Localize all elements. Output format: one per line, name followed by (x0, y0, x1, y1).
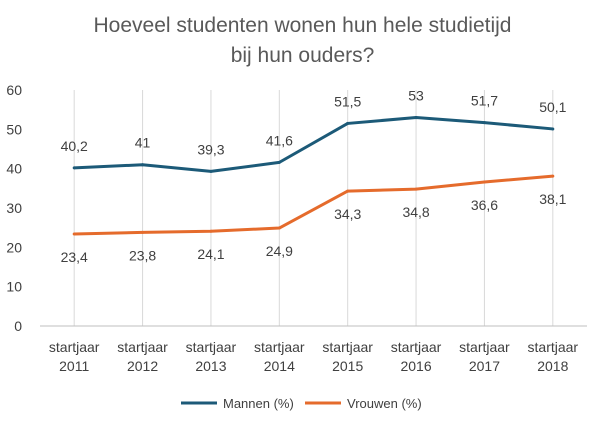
data-label-0-3: 41,6 (266, 132, 293, 148)
x-tick-label-2014-line-1: startjaar (254, 339, 305, 355)
legend-label-0: Mannen (%) (223, 396, 294, 411)
x-tick-label-2017-line-2: 2017 (469, 358, 500, 374)
data-point-1-6 (482, 180, 486, 184)
y-tick-label: 50 (6, 121, 22, 137)
data-label-1-1: 23,8 (129, 247, 156, 263)
data-point-1-3 (277, 226, 281, 230)
x-tick-label-2012-line-2: 2012 (127, 358, 158, 374)
legend-label-1: Vrouwen (%) (347, 396, 422, 411)
data-point-1-1 (141, 230, 145, 234)
data-point-0-0 (72, 166, 76, 170)
y-tick-label: 0 (14, 318, 22, 334)
chart-title-line-2: bij hun ouders? (230, 44, 375, 67)
x-tick-label-2016-line-2: 2016 (400, 358, 431, 374)
data-point-0-3 (277, 160, 281, 164)
x-tick-label-2011-line-1: startjaar (49, 339, 100, 355)
data-label-0-6: 51,7 (471, 93, 498, 109)
x-tick-label-2015-line-2: 2015 (332, 358, 363, 374)
data-point-1-0 (72, 232, 76, 236)
series-line-0 (74, 116, 553, 173)
data-point-0-7 (551, 127, 555, 131)
series-line-1 (74, 174, 553, 236)
data-point-0-4 (346, 121, 350, 125)
data-label-0-0: 40,2 (61, 138, 88, 154)
data-point-0-1 (141, 163, 145, 167)
x-tick-label-2014-line-2: 2014 (264, 358, 295, 374)
chart-title-line-1: Hoeveel studenten wonen hun hele studiet… (93, 14, 512, 37)
data-point-1-7 (551, 174, 555, 178)
data-point-0-5 (414, 116, 418, 120)
x-tick-label-2015-line-1: startjaar (322, 339, 373, 355)
data-label-1-3: 24,9 (266, 243, 293, 259)
y-tick-label: 40 (6, 161, 22, 177)
y-tick-label: 60 (6, 82, 22, 98)
x-tick-label-2017-line-1: startjaar (459, 339, 510, 355)
x-tick-label-2013-line-1: startjaar (186, 339, 237, 355)
data-label-1-4: 34,3 (334, 206, 361, 222)
y-tick-label: 30 (6, 200, 22, 216)
x-tick-label-2016-line-1: startjaar (391, 339, 442, 355)
data-label-1-6: 36,6 (471, 197, 498, 213)
data-label-1-0: 23,4 (61, 249, 88, 265)
x-tick-label-2018-line-2: 2018 (537, 358, 568, 374)
y-tick-label: 20 (6, 239, 22, 255)
x-tick-label-2018-line-1: startjaar (528, 339, 579, 355)
data-label-0-5: 53 (408, 88, 424, 104)
data-point-1-5 (414, 187, 418, 191)
x-tick-label-2013-line-2: 2013 (195, 358, 226, 374)
data-point-0-6 (482, 121, 486, 125)
y-tick-label: 10 (6, 279, 22, 295)
data-point-1-2 (209, 229, 213, 233)
x-tick-label-2011-line-2: 2011 (59, 358, 89, 374)
data-label-1-7: 38,1 (539, 191, 566, 207)
data-label-0-1: 41 (135, 135, 151, 151)
data-label-1-5: 34,8 (402, 204, 429, 220)
x-tick-label-2012-line-1: startjaar (117, 339, 168, 355)
data-point-0-2 (209, 169, 213, 173)
data-label-0-7: 50,1 (539, 99, 566, 115)
data-label-1-2: 24,1 (197, 246, 224, 262)
data-label-0-4: 51,5 (334, 93, 361, 109)
data-label-0-2: 39,3 (197, 141, 224, 157)
data-point-1-4 (346, 189, 350, 193)
